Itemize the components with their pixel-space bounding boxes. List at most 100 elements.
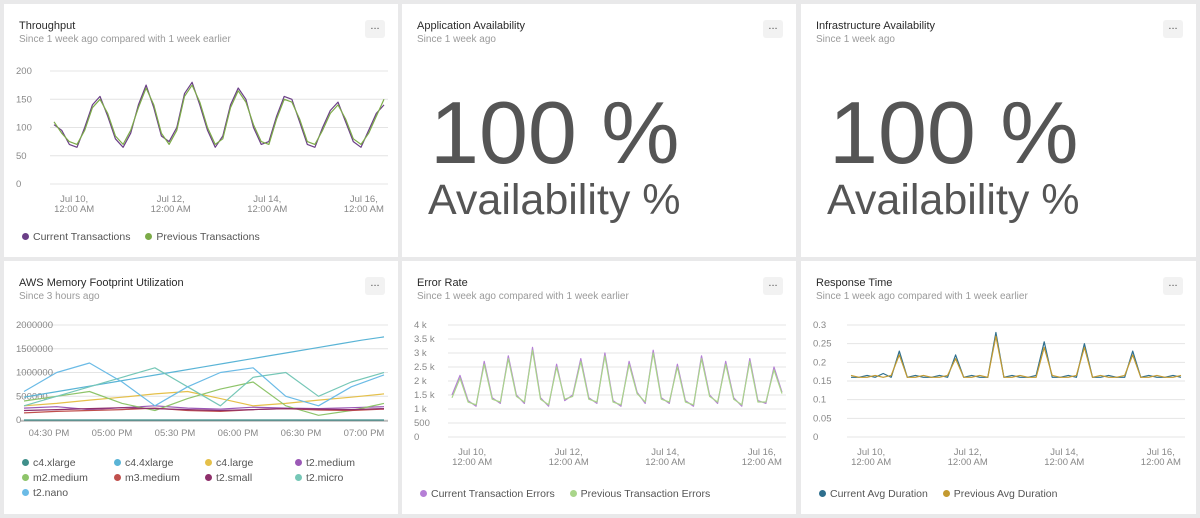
legend-swatch	[114, 459, 121, 466]
legend-item[interactable]: Current Avg Duration	[819, 488, 928, 500]
legend-label: c4.large	[216, 457, 254, 469]
legend-label: c4.4xlarge	[125, 457, 174, 469]
x-tick-label: 12:00 AM	[851, 457, 891, 468]
legend-swatch	[569, 490, 577, 497]
throughput-panel: Throughput Since 1 week ago compared wit…	[4, 4, 398, 257]
legend-swatch	[295, 459, 302, 466]
y-tick-label: 0	[16, 415, 21, 426]
aws-memory-panel: AWS Memory Footprint Utilization Since 3…	[4, 261, 398, 514]
legend-item[interactable]: Previous Transactions	[145, 231, 260, 243]
x-tick-label: 12:00 AM	[247, 204, 287, 215]
legend: c4.xlarge c4.4xlarge c4.large t2.medium …	[22, 457, 392, 507]
x-tick-label: 12:00 AM	[452, 457, 492, 468]
infra-availability-panel: Infrastructure Availability Since 1 week…	[801, 4, 1196, 257]
y-tick-label: 0.15	[813, 376, 832, 387]
legend-label: Previous Transactions	[156, 231, 260, 243]
panel-subtitle: Since 1 week ago compared with 1 week ea…	[816, 291, 1028, 302]
legend-swatch	[22, 489, 29, 496]
x-tick-label: Jul 16,	[350, 194, 378, 205]
x-tick-label: Jul 14,	[1050, 447, 1078, 458]
x-tick-label: Jul 10,	[857, 447, 885, 458]
legend-swatch	[22, 459, 29, 466]
y-tick-label: 3 k	[414, 348, 427, 359]
y-tick-label: 150	[16, 94, 32, 105]
aws-memory-chart: 0 500000 1000000 1500000 2000000 04:30 PM 05:0…	[16, 320, 388, 439]
x-tick-label: Jul 12,	[555, 447, 583, 458]
legend-label: Current Transaction Errors	[431, 488, 555, 500]
legend-item[interactable]: t2.micro	[295, 472, 343, 484]
x-tick-label: 12:00 AM	[344, 204, 384, 215]
availability-value: 100 %	[829, 83, 1079, 182]
series-line-c4-4xlarge	[23, 336, 385, 398]
more-menu-button[interactable]: ...	[1163, 277, 1183, 295]
legend-label: Previous Transaction Errors	[580, 488, 711, 500]
more-menu-button[interactable]: ...	[763, 277, 783, 295]
panel-title: Application Availability	[417, 20, 526, 32]
y-tick-label: 0.3	[813, 320, 826, 331]
legend-item[interactable]: Previous Avg Duration	[942, 488, 1057, 500]
x-tick-label: 07:00 PM	[344, 428, 385, 439]
x-tick-label: Jul 14,	[651, 447, 679, 458]
legend-item[interactable]: c4.xlarge	[22, 457, 76, 469]
series-line-m2-medium	[23, 381, 385, 416]
legend-item[interactable]: t2.nano	[22, 487, 68, 499]
x-tick-label: Jul 12,	[954, 447, 982, 458]
panel-title: Infrastructure Availability	[816, 20, 936, 32]
legend-swatch	[205, 459, 212, 466]
legend-item[interactable]: t2.small	[205, 472, 252, 484]
y-tick-label: 50	[16, 151, 27, 162]
more-menu-button[interactable]: ...	[763, 20, 783, 38]
legend: Current Avg Duration Previous Avg Durati…	[819, 488, 1069, 500]
legend-label: t2.micro	[306, 472, 344, 484]
y-tick-label: 2 k	[414, 376, 427, 387]
legend-item[interactable]: m3.medium	[114, 472, 180, 484]
legend-item[interactable]: m2.medium	[22, 472, 88, 484]
x-tick-label: 12:00 AM	[948, 457, 988, 468]
series-line-previous-transaction-errors	[451, 349, 783, 406]
legend-item[interactable]: Current Transaction Errors	[420, 488, 555, 500]
series-line-m3-medium	[23, 407, 385, 414]
legend-item[interactable]: Previous Transaction Errors	[569, 488, 711, 500]
legend-swatch	[942, 490, 950, 497]
y-tick-label: 0.2	[813, 357, 826, 368]
more-menu-button[interactable]: ...	[365, 277, 385, 295]
legend-item[interactable]: Current Transactions	[22, 231, 130, 243]
availability-value: 100 %	[430, 83, 680, 182]
y-tick-label: 2.5 k	[414, 362, 435, 373]
x-tick-label: Jul 10,	[60, 194, 88, 205]
series-line-c4-large	[23, 390, 385, 407]
y-tick-label: 500	[414, 418, 430, 429]
legend-item[interactable]: c4.4xlarge	[114, 457, 173, 469]
y-tick-label: 0.05	[813, 413, 832, 424]
legend-swatch	[205, 474, 212, 481]
legend-label: c4.xlarge	[33, 457, 76, 469]
y-tick-label: 1.5 k	[414, 390, 435, 401]
x-tick-label: Jul 16,	[1147, 447, 1175, 458]
legend-swatch	[819, 490, 826, 497]
series-line-current-avg-duration	[851, 331, 1182, 378]
panel-title: Throughput	[19, 20, 76, 32]
x-tick-label: Jul 12,	[157, 194, 185, 205]
response-time-panel: Response Time Since 1 week ago compared …	[801, 261, 1196, 514]
x-tick-label: Jul 10,	[458, 447, 486, 458]
x-tick-label: 12:00 AM	[151, 204, 191, 215]
more-menu-button[interactable]: ...	[365, 20, 385, 38]
x-tick-label: 12:00 AM	[1044, 457, 1084, 468]
series-line-previous-transactions	[53, 84, 385, 145]
legend-swatch	[420, 490, 427, 497]
legend-item[interactable]: t2.medium	[295, 457, 355, 469]
legend-label: t2.medium	[306, 457, 356, 469]
panel-title: Error Rate	[417, 277, 468, 289]
legend-item[interactable]: c4.large	[205, 457, 253, 469]
x-tick-label: 12:00 AM	[645, 457, 685, 468]
panel-subtitle: Since 1 week ago compared with 1 week ea…	[417, 291, 629, 302]
x-tick-label: 12:00 AM	[1141, 457, 1181, 468]
y-tick-label: 500000	[16, 391, 48, 402]
legend-label: m2.medium	[33, 472, 88, 484]
y-tick-label: 2000000	[16, 320, 53, 331]
panel-title: AWS Memory Footprint Utilization	[19, 277, 184, 289]
legend-swatch	[22, 474, 29, 481]
more-menu-button[interactable]: ...	[1163, 20, 1183, 38]
x-tick-label: 12:00 AM	[742, 457, 782, 468]
